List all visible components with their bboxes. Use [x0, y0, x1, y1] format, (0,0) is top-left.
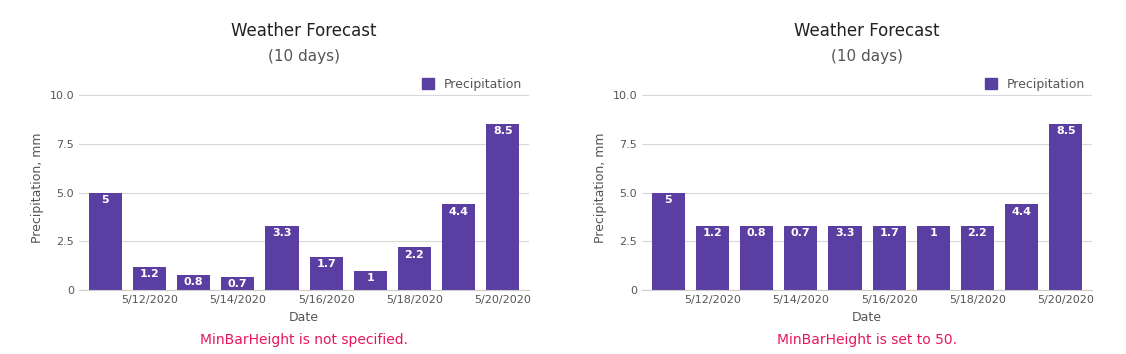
- Text: (10 days): (10 days): [268, 50, 340, 64]
- Text: 0.7: 0.7: [227, 279, 248, 289]
- Bar: [486, 124, 519, 290]
- Y-axis label: Precipitation, mm: Precipitation, mm: [593, 132, 607, 243]
- Text: (10 days): (10 days): [831, 50, 903, 64]
- Text: Weather Forecast: Weather Forecast: [231, 22, 377, 40]
- Text: 8.5: 8.5: [1056, 126, 1075, 136]
- Bar: [443, 204, 475, 290]
- Bar: [652, 193, 685, 290]
- Bar: [829, 226, 861, 290]
- Bar: [133, 267, 166, 290]
- Text: 8.5: 8.5: [493, 126, 512, 136]
- Bar: [89, 193, 122, 290]
- X-axis label: Date: Date: [852, 311, 882, 324]
- Bar: [1006, 204, 1038, 290]
- Y-axis label: Precipitation, mm: Precipitation, mm: [30, 132, 44, 243]
- Text: 0.8: 0.8: [747, 228, 767, 238]
- Bar: [397, 247, 431, 290]
- Text: 1.2: 1.2: [140, 269, 160, 279]
- Text: Weather Forecast: Weather Forecast: [794, 22, 940, 40]
- Text: 4.4: 4.4: [1011, 207, 1031, 217]
- Text: 4.4: 4.4: [448, 207, 468, 217]
- Text: 5: 5: [101, 195, 109, 205]
- Bar: [740, 226, 774, 290]
- Bar: [310, 257, 342, 290]
- Legend: Precipitation: Precipitation: [417, 73, 527, 96]
- Bar: [696, 226, 729, 290]
- Bar: [266, 226, 298, 290]
- X-axis label: Date: Date: [289, 311, 319, 324]
- Bar: [354, 271, 387, 290]
- Text: 3.3: 3.3: [272, 228, 292, 238]
- Text: 1: 1: [366, 273, 374, 283]
- Legend: Precipitation: Precipitation: [980, 73, 1090, 96]
- Text: 2.2: 2.2: [967, 228, 988, 238]
- Text: 1.7: 1.7: [879, 228, 899, 238]
- Text: MinBarHeight is not specified.: MinBarHeight is not specified.: [200, 333, 408, 347]
- Bar: [1049, 124, 1082, 290]
- Bar: [177, 275, 211, 290]
- Text: 5: 5: [664, 195, 672, 205]
- Text: 1: 1: [929, 228, 937, 238]
- Text: 1.2: 1.2: [703, 228, 723, 238]
- Bar: [917, 226, 950, 290]
- Text: MinBarHeight is set to 50.: MinBarHeight is set to 50.: [777, 333, 957, 347]
- Text: 3.3: 3.3: [835, 228, 855, 238]
- Text: 1.7: 1.7: [316, 259, 336, 269]
- Text: 0.7: 0.7: [790, 228, 811, 238]
- Bar: [784, 226, 817, 290]
- Text: 0.8: 0.8: [184, 277, 204, 287]
- Bar: [960, 226, 994, 290]
- Text: 2.2: 2.2: [404, 250, 425, 259]
- Bar: [221, 276, 254, 290]
- Bar: [873, 226, 905, 290]
